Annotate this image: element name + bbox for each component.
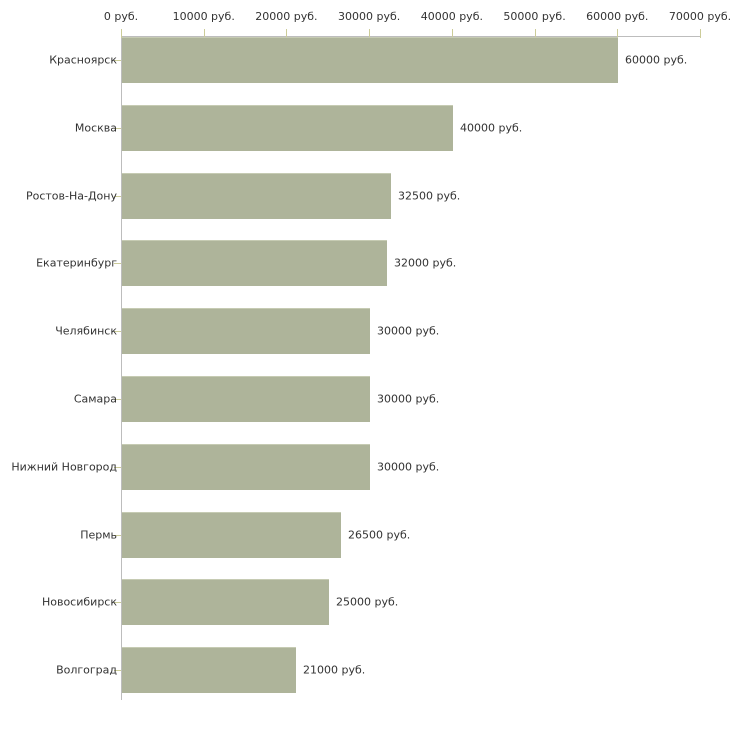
bar-category-label: Самара: [73, 392, 117, 406]
bar: [122, 173, 391, 219]
y-axis-tick: [114, 331, 121, 332]
bar-value-label: 30000 руб.: [377, 324, 440, 338]
x-axis-tick-label: 70000 руб.: [668, 10, 730, 23]
bar-category-label: Нижний Новгород: [11, 460, 117, 474]
bar-category-label: Екатеринбург: [36, 256, 117, 270]
bar: [122, 512, 341, 558]
bar-category-label: Челябинск: [55, 324, 117, 338]
bar-category-label: Пермь: [80, 528, 117, 542]
bar: [122, 376, 370, 422]
x-axis-tick: [369, 29, 371, 38]
bar-value-label: 32500 руб.: [398, 189, 461, 203]
bar: [122, 647, 296, 693]
bar: [122, 37, 618, 83]
x-axis-tick-label: 10000 руб.: [172, 10, 235, 23]
bar-category-label: Москва: [74, 121, 117, 135]
y-axis-tick: [114, 60, 121, 61]
bar-value-label: 40000 руб.: [460, 121, 523, 135]
x-axis-tick: [534, 29, 536, 38]
y-axis-tick: [114, 602, 121, 603]
y-axis-tick: [114, 535, 121, 536]
bar-value-label: 30000 руб.: [377, 460, 440, 474]
bar-value-label: 26500 руб.: [348, 528, 411, 542]
bar-category-label: Новосибирск: [41, 595, 117, 609]
bar: [122, 308, 370, 354]
x-axis-tick-label: 20000 руб.: [255, 10, 318, 23]
bar-category-label: Красноярск: [49, 53, 117, 67]
bar-category-label: Волгоград: [56, 663, 117, 677]
y-axis-tick: [114, 467, 121, 468]
y-axis-tick: [114, 263, 121, 264]
x-axis-tick: [451, 29, 453, 38]
x-axis-tick: [617, 29, 619, 38]
x-axis-tick-label: 60000 руб.: [586, 10, 649, 23]
y-axis-tick: [114, 128, 121, 129]
y-axis-line: [121, 36, 122, 700]
y-axis-tick: [114, 399, 121, 400]
bar-value-label: 60000 руб.: [625, 53, 688, 67]
x-axis-tick: [121, 29, 122, 38]
x-axis-tick-label: 30000 руб.: [338, 10, 401, 23]
x-axis-tick: [286, 29, 288, 38]
bar: [122, 444, 370, 490]
bar: [122, 105, 453, 151]
x-axis-tick-label: 40000 руб.: [420, 10, 483, 23]
x-axis-tick-label: 0 руб.: [103, 10, 139, 23]
bar-value-label: 32000 руб.: [394, 256, 457, 270]
bar: [122, 240, 387, 286]
y-axis-tick: [114, 196, 121, 197]
bar: [122, 579, 329, 625]
x-axis-tick-label: 50000 руб.: [503, 10, 566, 23]
bar-value-label: 30000 руб.: [377, 392, 440, 406]
x-axis-line: [121, 36, 701, 37]
bar-category-label: Ростов-На-Дону: [25, 189, 117, 203]
y-axis-tick: [114, 670, 121, 671]
x-axis-tick: [700, 29, 701, 38]
x-axis-tick: [203, 29, 205, 38]
bar-value-label: 25000 руб.: [336, 595, 399, 609]
bar-value-label: 21000 руб.: [303, 663, 366, 677]
